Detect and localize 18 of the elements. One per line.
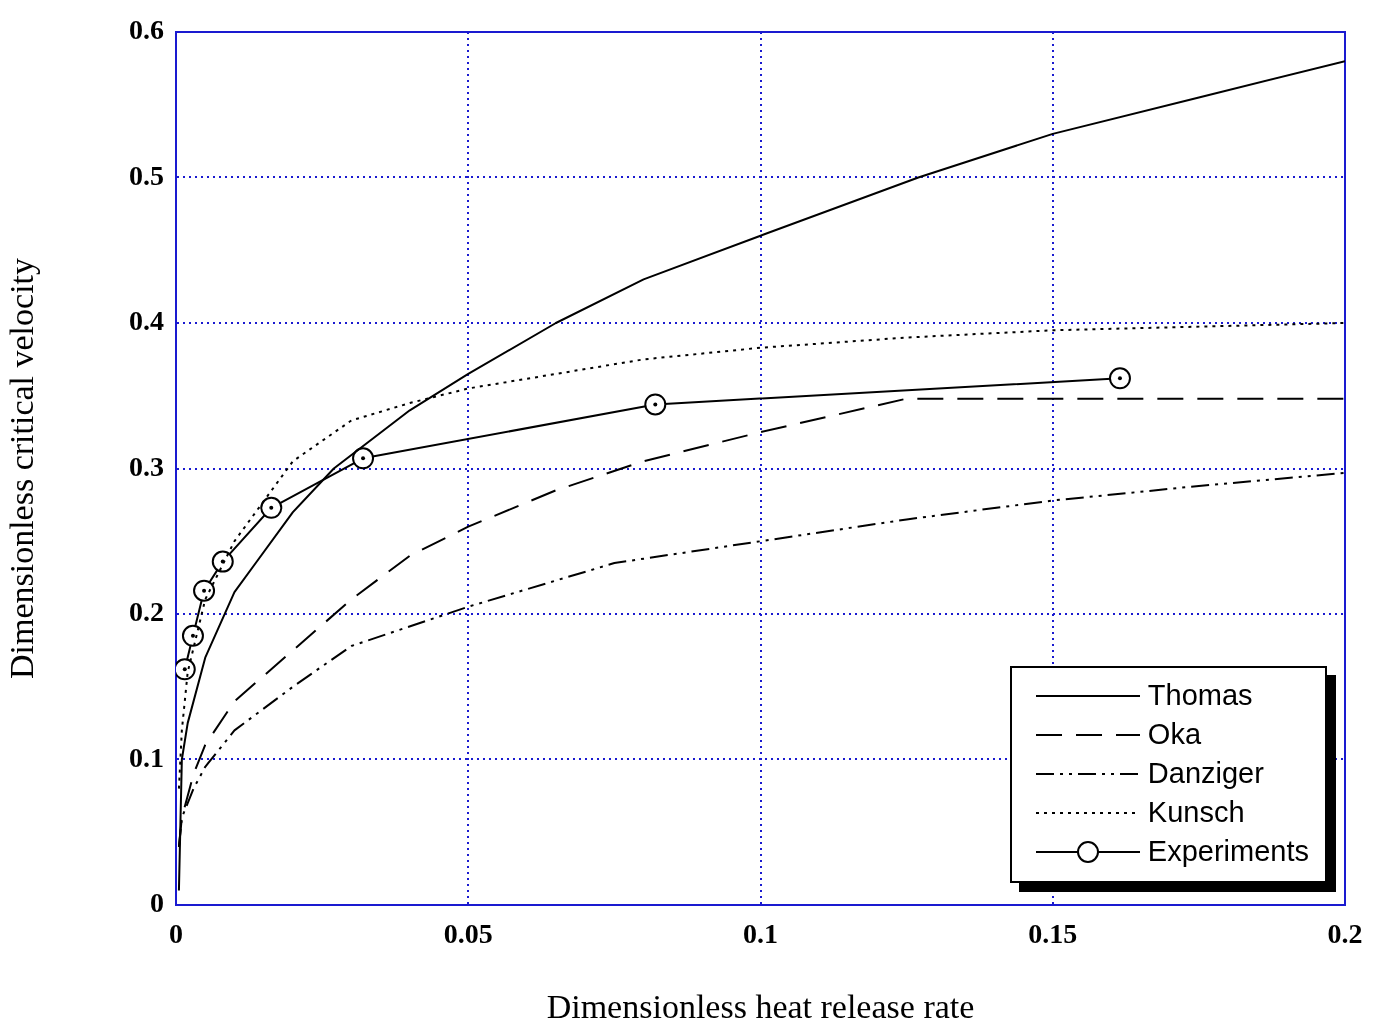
- y-axis-title: Dimensionless critical velocity: [3, 257, 41, 680]
- x-tick-label: 0.05: [443, 918, 493, 950]
- legend-label: Experiments: [1147, 835, 1309, 868]
- y-tick-label: 0: [150, 887, 164, 919]
- y-tick-label: 0.3: [129, 450, 164, 482]
- x-tick-label: 0.15: [1028, 918, 1078, 950]
- legend-label: Kunsch: [1147, 796, 1245, 829]
- x-tick-label: 0.1: [743, 918, 778, 950]
- y-tick-label: 0.2: [129, 596, 164, 628]
- y-tick-label: 0.5: [129, 159, 164, 191]
- y-tick-label: 0.4: [129, 305, 164, 337]
- x-axis-title: Dimensionless heat release rate: [546, 987, 975, 1025]
- y-tick-label: 0.6: [129, 14, 164, 46]
- legend-label: Oka: [1147, 718, 1202, 751]
- legend-label: Thomas: [1147, 679, 1253, 712]
- y-tick-label: 0.1: [129, 741, 164, 773]
- x-tick-label: 0.2: [1327, 918, 1363, 950]
- legend-label: Danziger: [1147, 757, 1264, 790]
